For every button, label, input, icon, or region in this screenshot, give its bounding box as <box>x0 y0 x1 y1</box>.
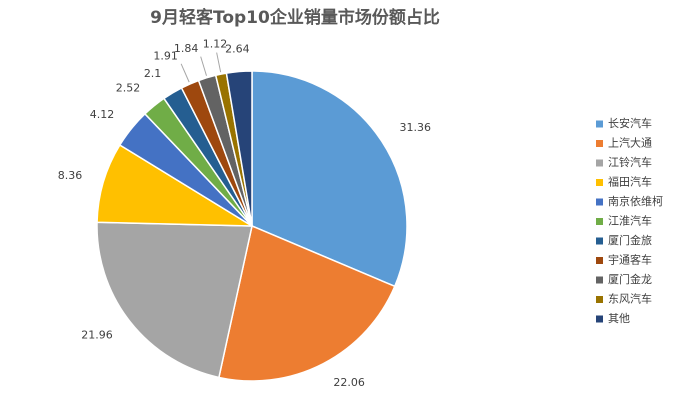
legend-swatch <box>596 237 603 245</box>
chart-title: 9月轻客Top10企业销量市场份额占比 <box>150 7 440 28</box>
legend-swatch <box>596 159 603 167</box>
legend-swatch <box>596 315 603 323</box>
legend-label: 南京依维柯 <box>608 194 663 208</box>
legend-swatch <box>596 198 603 206</box>
data-label: 1.12 <box>203 38 228 51</box>
legend-label: 长安汽车 <box>608 116 652 130</box>
legend-swatch <box>596 276 603 284</box>
legend-label: 江铃汽车 <box>608 155 652 169</box>
legend-swatch <box>596 179 603 186</box>
legend-label: 福田汽车 <box>608 175 652 189</box>
legend-swatch <box>596 296 603 303</box>
data-label: 8.36 <box>58 169 83 182</box>
data-label: 1.84 <box>174 42 199 55</box>
data-label: 4.12 <box>90 108 115 121</box>
legend-label: 宇通客车 <box>608 253 652 267</box>
legend-label: 其他 <box>608 312 630 325</box>
pie-slice <box>225 70 253 227</box>
data-label: 2.1 <box>144 67 162 80</box>
legend-label: 厦门金龙 <box>608 272 652 286</box>
legend-label: 厦门金旅 <box>608 233 652 247</box>
pie-slice <box>96 221 253 379</box>
data-label: 21.96 <box>81 328 113 341</box>
pie-slice <box>218 224 396 382</box>
data-label: 22.06 <box>333 376 365 389</box>
leader-line <box>200 56 207 76</box>
data-label: 2.52 <box>116 82 141 95</box>
legend-swatch <box>596 257 603 264</box>
legend-label: 上汽大通 <box>608 136 652 150</box>
leader-line <box>180 63 190 83</box>
data-label: 2.64 <box>225 43 250 56</box>
leader-line <box>216 52 222 73</box>
legend-label: 江淮汽车 <box>608 214 652 228</box>
legend-label: 东风汽车 <box>608 292 652 306</box>
legend-swatch <box>596 120 603 128</box>
pie-slice <box>251 70 408 288</box>
data-label: 31.36 <box>400 121 432 134</box>
data-label: 1.91 <box>153 49 178 62</box>
legend-swatch <box>596 218 603 225</box>
legend-swatch <box>596 140 603 147</box>
